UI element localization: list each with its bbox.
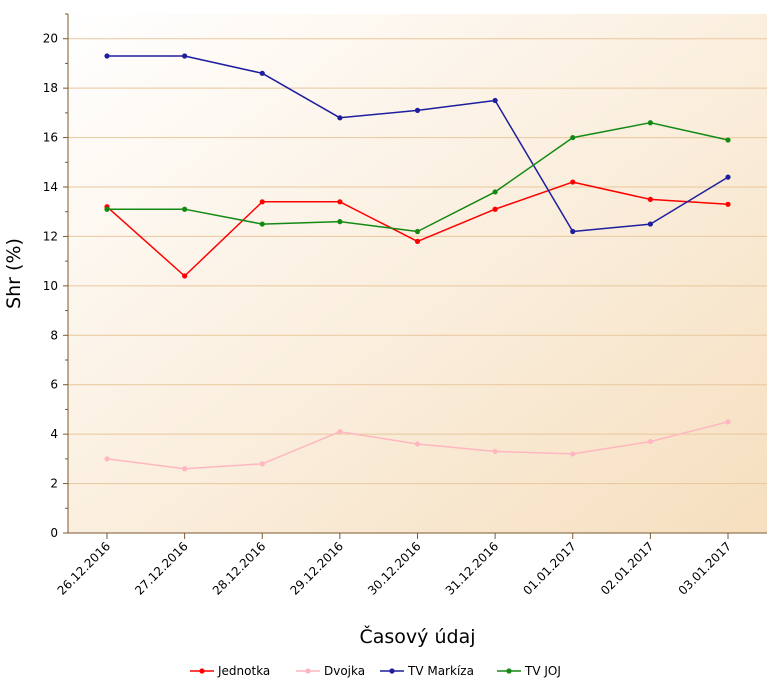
x-tick-label: 03.01.2017	[676, 539, 734, 597]
legend-item: Dvojka	[296, 664, 365, 678]
plot-area-background	[68, 14, 767, 533]
data-point	[259, 461, 265, 467]
legend-item: Jednotka	[190, 664, 270, 678]
data-point	[570, 451, 576, 457]
legend-swatch-marker	[506, 668, 512, 674]
y-tick-label: 6	[50, 378, 58, 392]
data-point	[259, 70, 265, 76]
legend-label: Jednotka	[217, 664, 270, 678]
legend-swatch-marker	[199, 668, 205, 674]
y-axis-title: Shr (%)	[3, 238, 25, 309]
data-point	[337, 429, 343, 435]
x-tick-label: 29.12.2016	[288, 539, 346, 597]
x-tick-label: 26.12.2016	[55, 539, 113, 597]
data-point	[104, 456, 110, 462]
data-point	[414, 107, 421, 113]
x-tick-label: 30.12.2016	[365, 539, 423, 597]
data-point	[492, 448, 498, 455]
data-point	[725, 201, 731, 207]
data-point	[414, 441, 421, 447]
data-point	[725, 174, 731, 180]
data-point	[570, 228, 576, 235]
data-point	[182, 206, 188, 212]
legend-swatch-marker	[305, 668, 311, 674]
data-point	[647, 120, 653, 126]
y-tick-label: 12	[43, 229, 58, 243]
series-tv-markíza	[104, 53, 731, 235]
x-tick-label: 02.01.2017	[598, 539, 656, 597]
data-point	[414, 238, 421, 244]
data-point	[725, 137, 731, 143]
data-point	[104, 53, 110, 59]
x-tick-label: 01.01.2017	[520, 539, 578, 597]
data-point	[492, 189, 498, 195]
data-point	[570, 134, 576, 141]
data-point	[182, 53, 188, 59]
data-point	[492, 97, 498, 104]
data-point	[104, 206, 110, 212]
y-tick-label: 2	[50, 477, 58, 491]
data-point	[570, 179, 576, 185]
legend-swatch-marker	[389, 668, 395, 674]
series-dvojka	[104, 419, 731, 472]
y-tick-label: 14	[43, 180, 58, 194]
data-point	[259, 199, 265, 205]
x-tick-label: 31.12.2016	[443, 539, 501, 597]
data-point	[647, 196, 653, 202]
data-point	[725, 419, 731, 425]
y-tick-label: 16	[43, 131, 58, 145]
legend-label: TV JOJ	[524, 664, 561, 678]
x-tick-label: 27.12.2016	[132, 539, 190, 597]
y-tick-label: 4	[50, 427, 58, 441]
x-axis-title: Časový údaj	[360, 624, 476, 648]
x-tick-label: 28.12.2016	[210, 539, 268, 597]
data-point	[337, 219, 343, 225]
y-tick-label: 10	[43, 279, 58, 293]
data-point	[182, 466, 188, 472]
y-tick-label: 20	[43, 32, 58, 46]
y-tick-label: 8	[50, 328, 58, 342]
data-point	[647, 438, 653, 445]
legend-item: TV Markíza	[380, 664, 474, 678]
data-point	[414, 228, 421, 235]
series-tv-joj	[104, 120, 731, 235]
legend-label: TV Markíza	[407, 664, 474, 678]
data-point	[492, 206, 498, 212]
data-point	[647, 221, 653, 227]
y-tick-label: 18	[43, 81, 58, 95]
legend-item: TV JOJ	[497, 664, 561, 678]
legend-label: Dvojka	[324, 664, 365, 678]
y-tick-label: 0	[50, 526, 58, 540]
data-point	[337, 115, 343, 121]
data-point	[337, 199, 343, 205]
series-jednotka	[104, 179, 731, 279]
data-point	[182, 273, 188, 279]
data-point	[259, 221, 265, 227]
